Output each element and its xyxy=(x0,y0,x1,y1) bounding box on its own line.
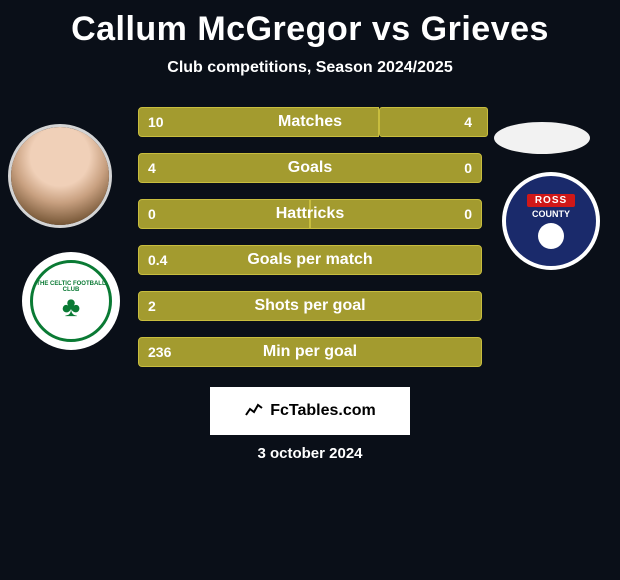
stat-bar-left xyxy=(138,291,482,321)
stat-bar-right xyxy=(310,199,482,229)
comparison-date: 3 october 2024 xyxy=(0,445,620,462)
stat-value-left: 0 xyxy=(148,199,156,229)
comparison-chart: Matches104Goals40Hattricks00Goals per ma… xyxy=(0,99,620,375)
stat-value-left: 4 xyxy=(148,153,156,183)
stat-value-right: 0 xyxy=(464,153,472,183)
attribution-box: FcTables.com xyxy=(210,387,410,435)
stat-row: Hattricks00 xyxy=(0,191,620,237)
stat-value-right: 4 xyxy=(464,107,472,137)
stat-bar-track: Shots per goal2 xyxy=(138,291,482,321)
stat-row: Goals40 xyxy=(0,145,620,191)
stat-row: Min per goal236 xyxy=(0,329,620,375)
stat-bar-left xyxy=(138,153,482,183)
comparison-title: Callum McGregor vs Grieves xyxy=(0,0,620,49)
stat-row: Matches104 xyxy=(0,99,620,145)
stat-bar-track: Goals40 xyxy=(138,153,482,183)
stat-bar-track: Hattricks00 xyxy=(138,199,482,229)
stat-row: Shots per goal2 xyxy=(0,283,620,329)
stat-bar-track: Matches104 xyxy=(138,107,482,137)
stat-value-left: 0.4 xyxy=(148,245,167,275)
stat-value-left: 236 xyxy=(148,337,171,367)
stat-bar-track: Min per goal236 xyxy=(138,337,482,367)
stat-row: Goals per match0.4 xyxy=(0,237,620,283)
stat-bar-track: Goals per match0.4 xyxy=(138,245,482,275)
attribution-text: FcTables.com xyxy=(270,402,376,420)
stat-value-left: 10 xyxy=(148,107,164,137)
stat-bar-left xyxy=(138,245,482,275)
fctables-logo-icon xyxy=(244,399,264,424)
stat-bar-left xyxy=(138,107,379,137)
stat-bar-left xyxy=(138,199,310,229)
stat-bar-left xyxy=(138,337,482,367)
stat-value-left: 2 xyxy=(148,291,156,321)
stat-value-right: 0 xyxy=(464,199,472,229)
comparison-subtitle: Club competitions, Season 2024/2025 xyxy=(0,59,620,77)
